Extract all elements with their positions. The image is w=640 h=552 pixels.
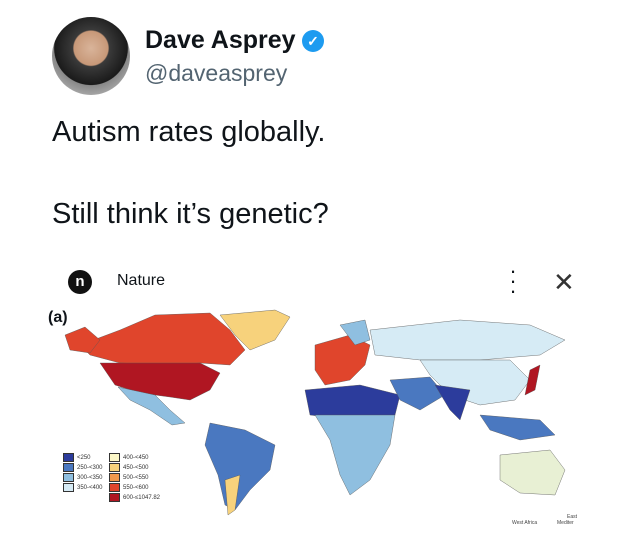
- map-label-east-med-2: Mediter: [557, 520, 574, 526]
- region-greenland: [219, 309, 291, 351]
- region-scandinavia: [339, 319, 371, 346]
- region-alaska: [64, 326, 101, 354]
- region-russia: [369, 319, 566, 361]
- region-asia: [419, 359, 531, 406]
- legend-item: 250-<300: [63, 463, 103, 472]
- tweet-text-line2: Still think it’s genetic?: [52, 198, 329, 230]
- region-africa-north: [304, 384, 401, 421]
- legend-item: 350-<400: [63, 483, 103, 492]
- legend-item: 400-<450: [109, 453, 149, 462]
- more-vertical-icon[interactable]: · · ·: [509, 258, 517, 303]
- legend-item: 600-≤1047.82: [109, 493, 160, 502]
- panel-label: (a): [48, 309, 68, 326]
- region-canada: [79, 312, 246, 366]
- legend-item: 550-<600: [109, 483, 149, 492]
- region-south-asia: [434, 384, 471, 421]
- tweet-text-line1: Autism rates globally.: [52, 116, 326, 148]
- region-mexico: [117, 386, 186, 426]
- source-name: Nature: [117, 272, 166, 289]
- region-usa: [99, 362, 221, 401]
- legend-item: 450-<500: [109, 463, 149, 472]
- map-label-east-med: East: [567, 514, 578, 520]
- avatar[interactable]: [52, 17, 130, 95]
- legend-item: 300-<350: [63, 473, 103, 482]
- world-map: [64, 309, 566, 516]
- author-name[interactable]: Dave Asprey: [145, 26, 296, 54]
- region-south-america: [204, 422, 276, 511]
- map-label-west-africa: West Africa: [512, 520, 538, 526]
- nature-logo-icon: n: [68, 270, 92, 294]
- legend-item: 500-<550: [109, 473, 149, 482]
- region-japan: [524, 364, 541, 396]
- region-southeast-asia: [479, 414, 556, 441]
- region-africa-south: [314, 414, 396, 496]
- region-south-america-south: [224, 474, 241, 516]
- legend: <250 250-<300 300-<350 350-<400 400-<450…: [63, 453, 193, 523]
- author-handle[interactable]: @daveasprey: [145, 60, 288, 86]
- close-icon[interactable]: ✕: [553, 267, 575, 297]
- verified-badge-icon: ✓: [302, 30, 324, 52]
- legend-item: <250: [63, 453, 91, 462]
- region-middle-east: [389, 376, 446, 411]
- region-australia: [499, 449, 566, 496]
